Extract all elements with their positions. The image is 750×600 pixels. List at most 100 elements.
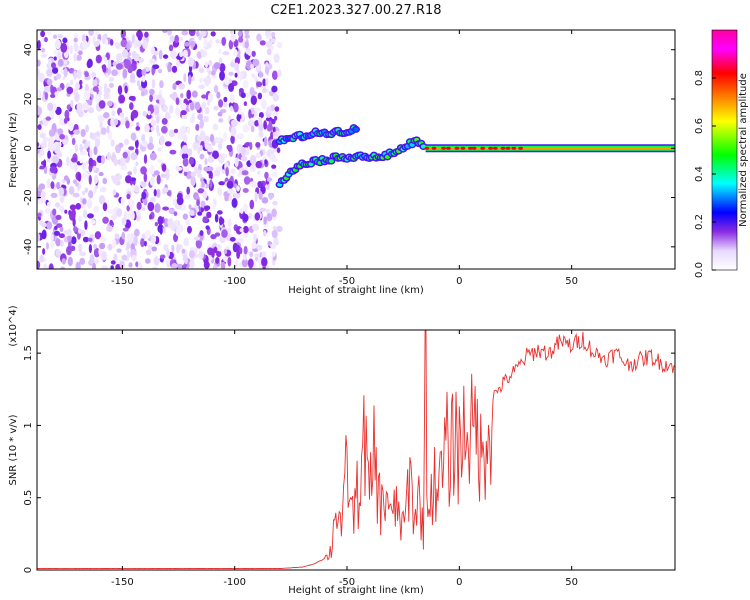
noise-blob bbox=[114, 233, 120, 239]
noise-blob bbox=[151, 78, 156, 89]
noise-blob bbox=[176, 243, 180, 254]
tone-peak bbox=[518, 146, 524, 150]
noise-blob bbox=[244, 30, 250, 36]
noise-blob bbox=[75, 261, 81, 269]
noise-blob bbox=[202, 216, 208, 223]
noise-blob bbox=[130, 152, 138, 161]
noise-blob bbox=[268, 120, 272, 130]
noise-blob bbox=[108, 76, 115, 82]
noise-blob bbox=[228, 78, 233, 84]
noise-blob bbox=[159, 97, 166, 106]
noise-blob bbox=[265, 40, 273, 49]
noise-blob bbox=[217, 153, 225, 164]
snr-x-tick-label: -100 bbox=[223, 577, 246, 588]
noise-blob bbox=[265, 208, 271, 215]
spectrogram-x-tick-label: 50 bbox=[565, 276, 578, 287]
noise-blob bbox=[99, 236, 107, 242]
noise-blob bbox=[177, 36, 184, 42]
noise-blob bbox=[175, 106, 180, 117]
noise-blob bbox=[126, 233, 133, 240]
noise-blob bbox=[63, 117, 68, 124]
noise-blob bbox=[170, 50, 177, 60]
band-core bbox=[353, 127, 359, 132]
noise-blob bbox=[149, 135, 153, 145]
noise-blob bbox=[157, 158, 163, 164]
noise-blob bbox=[151, 246, 158, 252]
snr-x-label: Height of straight line (km) bbox=[288, 585, 424, 596]
noise-blob bbox=[211, 70, 216, 76]
noise-blob bbox=[230, 135, 235, 144]
noise-blob bbox=[140, 181, 147, 188]
tone-peak bbox=[454, 146, 460, 150]
noise-blob bbox=[243, 176, 251, 185]
noise-blob bbox=[167, 62, 172, 73]
noise-blob bbox=[58, 233, 65, 239]
noise-blob bbox=[181, 144, 189, 154]
noise-blob bbox=[54, 225, 58, 231]
noise-blob bbox=[40, 30, 46, 38]
noise-blob bbox=[94, 231, 102, 240]
noise-blob bbox=[98, 90, 103, 96]
noise-blob bbox=[130, 211, 135, 220]
noise-blob bbox=[66, 104, 71, 110]
noise-blob bbox=[243, 245, 248, 255]
noise-blob bbox=[216, 91, 221, 99]
noise-blob bbox=[135, 126, 141, 131]
noise-blob bbox=[251, 50, 256, 57]
noise-blob bbox=[142, 110, 147, 117]
noise-blob bbox=[119, 260, 125, 269]
noise-blob bbox=[214, 213, 219, 223]
noise-blob bbox=[140, 237, 145, 248]
noise-blob bbox=[197, 113, 204, 120]
noise-blob bbox=[161, 125, 168, 134]
noise-blob bbox=[199, 130, 206, 141]
noise-blob bbox=[50, 242, 55, 248]
noise-blob bbox=[206, 211, 212, 219]
noise-blob bbox=[92, 79, 98, 88]
noise-blob bbox=[217, 112, 222, 117]
noise-blob bbox=[41, 229, 47, 240]
noise-blob bbox=[53, 34, 58, 39]
noise-blob bbox=[140, 166, 147, 175]
noise-blob bbox=[122, 151, 128, 159]
noise-blob bbox=[165, 170, 170, 181]
noise-blob bbox=[271, 164, 277, 169]
noise-blob bbox=[230, 168, 236, 175]
noise-blob bbox=[48, 263, 54, 269]
noise-blob bbox=[150, 234, 157, 244]
noise-blob bbox=[114, 42, 120, 49]
noise-blob bbox=[176, 263, 184, 269]
noise-blob bbox=[120, 39, 128, 48]
noise-blob bbox=[186, 126, 191, 135]
noise-blob bbox=[82, 236, 90, 243]
snr-y-tick-label: 1 bbox=[23, 422, 34, 428]
noise-blob bbox=[204, 106, 210, 115]
noise-blob bbox=[188, 204, 192, 210]
noise-blob bbox=[58, 114, 63, 122]
noise-blob bbox=[277, 69, 282, 78]
noise-blob bbox=[272, 126, 276, 134]
noise-blob bbox=[190, 101, 195, 111]
noise-blob bbox=[62, 37, 68, 44]
noise-blob bbox=[169, 93, 176, 99]
noise-blob bbox=[192, 141, 199, 151]
noise-blob bbox=[83, 149, 89, 156]
noise-blob bbox=[139, 32, 143, 39]
noise-blob bbox=[162, 54, 169, 59]
noise-blob bbox=[252, 58, 260, 67]
noise-blob bbox=[181, 114, 188, 120]
tone-peak bbox=[460, 146, 466, 150]
noise-blob bbox=[118, 142, 124, 148]
noise-blob bbox=[253, 233, 257, 243]
noise-blob bbox=[37, 89, 40, 99]
noise-blob bbox=[263, 216, 267, 225]
noise-blob bbox=[83, 90, 91, 101]
noise-blob bbox=[242, 225, 249, 234]
noise-blob bbox=[126, 205, 130, 212]
noise-blob bbox=[145, 249, 152, 256]
spectrogram-frame bbox=[36, 29, 676, 270]
noise-blob bbox=[103, 92, 109, 100]
noise-blob bbox=[218, 57, 223, 65]
noise-blob bbox=[117, 85, 123, 95]
noise-blob bbox=[234, 62, 240, 72]
